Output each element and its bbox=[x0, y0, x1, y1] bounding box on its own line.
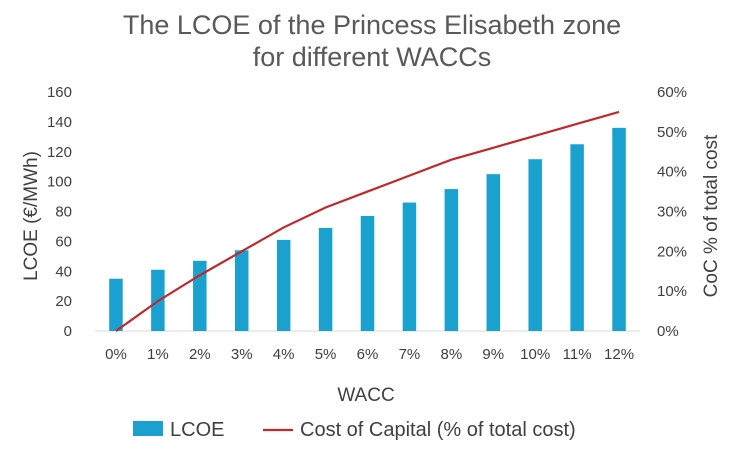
left-axis-ticks: 0 20 40 60 80 100 120 140 160 bbox=[47, 84, 72, 340]
legend-lcoe-label: LCOE bbox=[170, 419, 224, 441]
lcoe-bar bbox=[109, 278, 123, 331]
chart-title-line-2: for different WACCs bbox=[253, 42, 492, 72]
right-axis-ticks: 0% 10% 20% 30% 40% 50% 60% bbox=[657, 84, 687, 340]
y-tick-label: 0 bbox=[64, 323, 72, 340]
y2-tick-label: 30% bbox=[657, 204, 687, 221]
x-tick-label: 0% bbox=[105, 346, 127, 363]
x-tick-label: 8% bbox=[441, 346, 463, 363]
chart-title-line-1: The LCOE of the Princess Elisabeth zone bbox=[123, 10, 621, 40]
y2-tick-label: 60% bbox=[657, 84, 687, 101]
x-tick-label: 1% bbox=[147, 346, 169, 363]
x-tick-label: 11% bbox=[563, 346, 592, 363]
x-axis-ticks: 0% 1% 2% 3% 4% 5% 6% 7% 8% 9% 10% 11% 12% bbox=[105, 346, 634, 363]
lcoe-bars bbox=[109, 127, 626, 331]
y-tick-label: 80 bbox=[55, 204, 72, 221]
x-tick-label: 3% bbox=[231, 346, 253, 363]
x-tick-label: 6% bbox=[357, 346, 379, 363]
lcoe-bar bbox=[234, 250, 249, 331]
x-tick-label: 7% bbox=[399, 346, 421, 363]
lcoe-bar bbox=[528, 159, 542, 331]
y2-tick-label: 20% bbox=[657, 243, 687, 260]
x-axis-title: WACC bbox=[337, 385, 394, 406]
lcoe-bar bbox=[318, 227, 333, 331]
x-tick-label: 5% bbox=[315, 346, 337, 363]
y-tick-label: 160 bbox=[47, 84, 72, 101]
y-tick-label: 60 bbox=[55, 233, 72, 250]
y2-tick-label: 40% bbox=[657, 164, 687, 181]
y2-tick-label: 10% bbox=[657, 283, 687, 300]
x-tick-label: 9% bbox=[482, 346, 504, 363]
lcoe-bar bbox=[570, 144, 584, 331]
y-tick-label: 140 bbox=[47, 114, 72, 131]
y-tick-label: 40 bbox=[55, 263, 72, 280]
legend-lcoe-swatch bbox=[133, 421, 163, 436]
lcoe-bar bbox=[360, 215, 375, 331]
lcoe-bar bbox=[444, 189, 459, 331]
lcoe-bar bbox=[276, 239, 291, 331]
y-tick-label: 100 bbox=[47, 174, 72, 191]
lcoe-bar bbox=[612, 127, 626, 331]
legend: LCOE Cost of Capital (% of total cost) bbox=[133, 419, 576, 441]
y-axis-title: LCOE (€/MWh) bbox=[21, 151, 42, 281]
y2-axis-title: CoC % of total cost bbox=[701, 134, 722, 297]
y2-tick-label: 0% bbox=[657, 323, 679, 340]
x-tick-label: 2% bbox=[189, 346, 211, 363]
cost-of-capital-line bbox=[115, 110, 620, 332]
y-tick-label: 20 bbox=[55, 293, 72, 310]
lcoe-bar bbox=[486, 174, 501, 331]
legend-coc-label: Cost of Capital (% of total cost) bbox=[300, 419, 576, 441]
lcoe-bar bbox=[402, 202, 417, 331]
y-tick-label: 120 bbox=[47, 144, 72, 161]
y2-tick-label: 50% bbox=[657, 124, 687, 141]
x-tick-label: 10% bbox=[520, 346, 550, 363]
x-tick-label: 4% bbox=[273, 346, 295, 363]
x-tick-label: 12% bbox=[604, 346, 634, 363]
